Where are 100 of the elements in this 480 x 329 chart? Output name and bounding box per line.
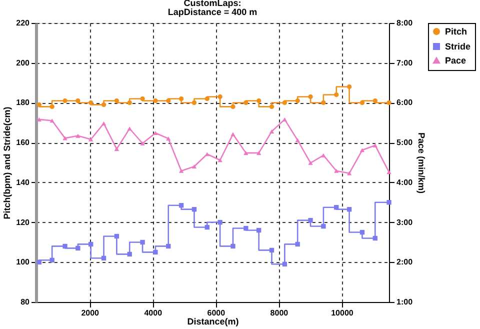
point (386, 200, 392, 205)
x-tick-label: 6000 (207, 308, 226, 318)
point (244, 100, 248, 106)
y2-tick-label: 8:00 (396, 18, 414, 28)
point (127, 252, 132, 257)
point (269, 248, 274, 253)
y-tick-label: 200 (16, 58, 30, 68)
point (346, 84, 352, 90)
point (153, 98, 158, 104)
point (127, 100, 132, 106)
point (178, 168, 184, 173)
point (127, 126, 132, 131)
y2-tick-label: 1:00 (396, 298, 414, 306)
point (192, 206, 197, 212)
point (269, 129, 274, 134)
point (153, 130, 158, 136)
x-tick-label: 4000 (144, 308, 163, 318)
point (256, 98, 262, 104)
point (386, 100, 392, 106)
x-tick-label: 10000 (331, 308, 354, 318)
point (346, 171, 352, 176)
point (153, 250, 158, 255)
y2-tick-label: 5:00 (396, 138, 414, 148)
point (88, 137, 94, 142)
point (256, 228, 262, 233)
point (321, 100, 326, 106)
point (178, 203, 184, 208)
point (334, 168, 339, 173)
y2-tick-label: 4:00 (396, 178, 414, 187)
point (386, 170, 392, 174)
point (36, 260, 42, 264)
point (218, 220, 222, 225)
legend-label: Stride (445, 42, 471, 52)
y-tick-label: 180 (16, 98, 30, 108)
point (321, 153, 326, 158)
point (256, 150, 262, 155)
point (308, 160, 313, 165)
point (114, 146, 120, 151)
point (101, 102, 106, 108)
point (76, 246, 80, 251)
y2-tick-label: 6:00 (396, 98, 414, 108)
point (230, 104, 236, 110)
x-tick-label: 2000 (81, 308, 100, 318)
point (346, 206, 352, 212)
point (334, 204, 339, 210)
point (192, 100, 197, 106)
point (140, 240, 145, 245)
point (140, 96, 145, 102)
point (360, 230, 365, 235)
point (244, 226, 248, 231)
point (308, 218, 313, 223)
point (178, 96, 184, 102)
x-tick-label: 8000 (270, 308, 289, 318)
point (166, 136, 171, 141)
y-tick-label: 220 (16, 18, 30, 28)
point (114, 98, 120, 104)
point (360, 100, 365, 106)
point (88, 100, 94, 106)
point (88, 242, 94, 247)
y2-tick-label: 7:00 (396, 58, 414, 68)
point (282, 100, 288, 106)
point (360, 148, 365, 152)
point (101, 256, 106, 260)
y-tick-label: 160 (16, 138, 30, 148)
point (101, 121, 106, 126)
point (372, 143, 378, 148)
point (372, 98, 378, 104)
y-tick-label: 100 (16, 258, 30, 267)
point (76, 98, 80, 104)
point (166, 98, 171, 104)
y-tick-label: 140 (16, 178, 30, 187)
point (166, 244, 171, 249)
x-axis-title: Distance(m) (187, 316, 239, 326)
y-tick-label: 120 (16, 218, 30, 227)
point (62, 244, 68, 249)
point (62, 98, 68, 104)
point (114, 234, 120, 239)
point (50, 104, 54, 110)
point (244, 150, 248, 155)
point (321, 224, 326, 229)
point (269, 104, 274, 110)
point (204, 224, 210, 230)
point (295, 98, 300, 104)
point (282, 262, 288, 266)
point (218, 158, 222, 162)
point (50, 258, 54, 262)
legend-label: Pace (445, 56, 466, 66)
point (295, 242, 300, 247)
point (334, 92, 339, 98)
point (204, 96, 210, 102)
chart-title: CustomLaps: (184, 0, 242, 8)
point (36, 102, 42, 108)
chart-subtitle: LapDistance = 400 m (168, 7, 258, 17)
point (140, 141, 145, 146)
point (230, 244, 236, 249)
y-axis-title: Pitch(bpm) and Stride(cm) (2, 106, 12, 220)
y2-tick-label: 3:00 (396, 218, 414, 227)
point (36, 117, 42, 122)
y2-axis-title: Pace (min/km) (416, 132, 427, 194)
point (218, 94, 222, 100)
